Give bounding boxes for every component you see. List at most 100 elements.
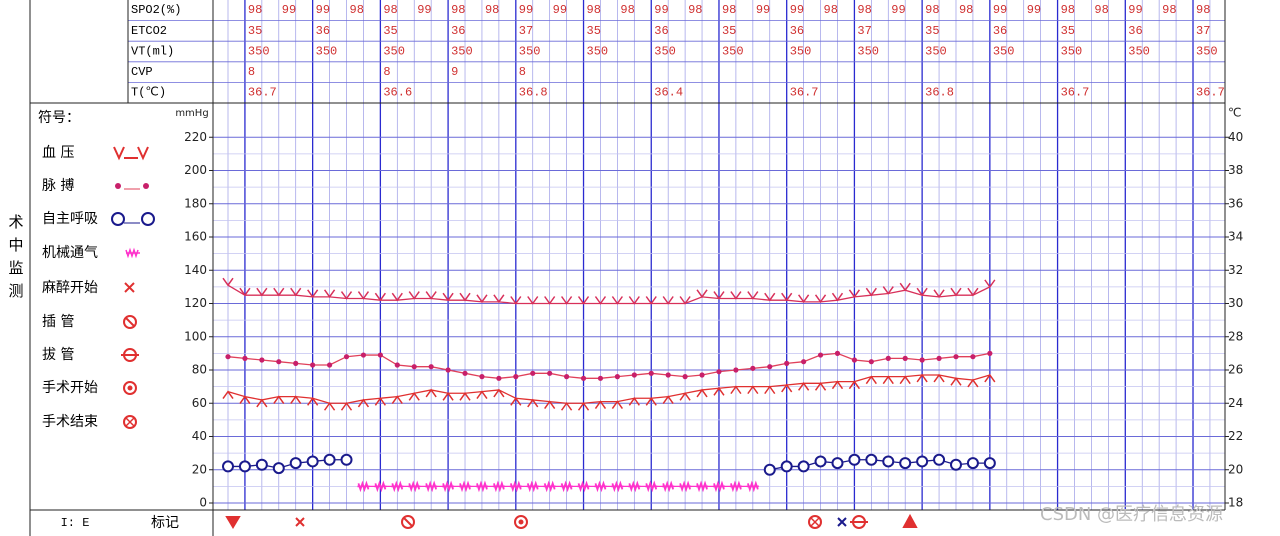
bp-systolic-marker bbox=[882, 286, 894, 295]
table-value: 98 bbox=[620, 3, 634, 17]
table-value: 36.8 bbox=[925, 86, 954, 100]
bp-diastolic-marker bbox=[510, 396, 522, 406]
ventilation-marker bbox=[696, 480, 709, 493]
bp-diastolic-marker bbox=[950, 377, 962, 386]
bp-systolic-marker bbox=[764, 292, 776, 302]
bp-systolic-marker bbox=[577, 296, 590, 305]
bp-systolic-marker bbox=[527, 296, 539, 305]
bp-diastolic-marker bbox=[476, 390, 488, 400]
table-value: 36.7 bbox=[1061, 86, 1090, 100]
table-value: 35 bbox=[925, 24, 939, 38]
table-value: 98 bbox=[485, 3, 499, 17]
y-tick-label: 60 bbox=[192, 396, 207, 410]
table-value: 36.7 bbox=[1196, 86, 1225, 100]
respiration-marker bbox=[949, 458, 962, 471]
bp-diastolic-marker bbox=[273, 395, 285, 405]
pulse-marker bbox=[699, 372, 705, 378]
bp-systolic-marker bbox=[865, 287, 877, 297]
table-value: 350 bbox=[654, 44, 676, 58]
event-marker bbox=[902, 513, 918, 528]
table-value: 35 bbox=[722, 24, 736, 38]
table-value: 350 bbox=[1061, 44, 1083, 58]
table-value: 350 bbox=[519, 44, 541, 58]
bp-systolic-marker bbox=[374, 292, 386, 302]
y-tick-label: 160 bbox=[184, 230, 207, 244]
bp-diastolic-marker bbox=[357, 398, 370, 408]
bp-diastolic-marker bbox=[848, 380, 861, 390]
pulse-marker bbox=[428, 364, 434, 370]
bp-systolic-marker bbox=[425, 291, 437, 300]
ventilation-marker bbox=[526, 480, 539, 493]
legend-label: 脉 搏 bbox=[42, 177, 74, 194]
pulse-marker bbox=[513, 374, 519, 380]
y-tick-label: 0 bbox=[199, 496, 207, 510]
pulse-marker bbox=[377, 352, 383, 358]
pulse-marker bbox=[462, 370, 468, 376]
y-tick-label: 100 bbox=[184, 329, 207, 343]
legend-label: 麻醉开始 bbox=[42, 280, 98, 296]
pulse-marker bbox=[597, 375, 604, 381]
event-marker bbox=[401, 515, 415, 529]
bp-diastolic-marker bbox=[611, 400, 624, 410]
legend-symbols bbox=[111, 146, 155, 429]
respiration-marker bbox=[966, 457, 979, 470]
respiration-marker bbox=[255, 458, 268, 471]
pulse-marker bbox=[902, 355, 908, 361]
table-value: 99 bbox=[519, 3, 533, 17]
bp-systolic-marker bbox=[848, 289, 861, 299]
table-value: 99 bbox=[654, 3, 668, 17]
table-value: 99 bbox=[553, 3, 567, 17]
bp-diastolic-marker bbox=[696, 388, 708, 398]
pulse-marker bbox=[276, 359, 282, 365]
bp-systolic-marker bbox=[391, 292, 403, 302]
event-marker bbox=[850, 515, 868, 529]
table-value: 98 bbox=[1162, 3, 1176, 17]
y2-axis-label: ℃ bbox=[1228, 106, 1241, 120]
respiration-marker bbox=[289, 457, 302, 470]
bp-diastolic-marker bbox=[307, 396, 319, 406]
table-value: 98 bbox=[857, 3, 871, 17]
pulse-marker bbox=[801, 359, 807, 365]
pulse-marker bbox=[293, 360, 299, 366]
bp-diastolic-marker bbox=[967, 378, 979, 388]
table-value: 98 bbox=[688, 3, 702, 17]
ventilation-marker bbox=[628, 480, 641, 493]
respiration-marker bbox=[306, 455, 319, 468]
table-value: 98 bbox=[383, 3, 397, 17]
bp-systolic-marker bbox=[510, 296, 522, 305]
table-value: 350 bbox=[993, 44, 1015, 58]
table-value: 8 bbox=[519, 65, 526, 79]
bp-diastolic-marker bbox=[493, 388, 505, 398]
y-tick-label: 180 bbox=[184, 196, 207, 210]
table-value: 36.7 bbox=[248, 86, 277, 100]
pulse-marker bbox=[970, 354, 976, 360]
legend-symbol bbox=[123, 415, 137, 429]
table-value: 99 bbox=[1027, 3, 1041, 17]
bp-diastolic-marker bbox=[933, 373, 945, 383]
table-value: 36.8 bbox=[519, 86, 548, 100]
table-value: 99 bbox=[790, 3, 804, 17]
table-value: 36 bbox=[993, 24, 1007, 38]
respiration-marker bbox=[340, 453, 353, 466]
y-axis-label: mmHg bbox=[175, 108, 208, 119]
pulse-marker bbox=[868, 359, 874, 365]
bp-diastolic-marker bbox=[747, 385, 759, 395]
pulse-marker bbox=[564, 374, 570, 380]
table-value: 35 bbox=[383, 24, 397, 38]
legend-symbol bbox=[125, 247, 140, 259]
bp-systolic-marker bbox=[459, 292, 471, 302]
pulse-marker bbox=[360, 352, 367, 358]
bp-systolic-marker bbox=[408, 291, 420, 300]
y2-tick-label: 18 bbox=[1228, 496, 1243, 510]
table-value: 99 bbox=[316, 3, 330, 17]
bp-systolic-marker bbox=[831, 292, 844, 302]
ventilation-marker bbox=[577, 480, 590, 493]
ventilation-marker bbox=[560, 480, 573, 493]
legend-symbol bbox=[113, 146, 149, 161]
ventilation-marker bbox=[357, 480, 370, 493]
bp-diastolic-marker bbox=[730, 385, 742, 395]
legend-symbol bbox=[124, 282, 135, 293]
event-marker bbox=[808, 515, 822, 529]
table-value: 350 bbox=[857, 44, 879, 58]
bp-diastolic-marker bbox=[831, 380, 844, 390]
